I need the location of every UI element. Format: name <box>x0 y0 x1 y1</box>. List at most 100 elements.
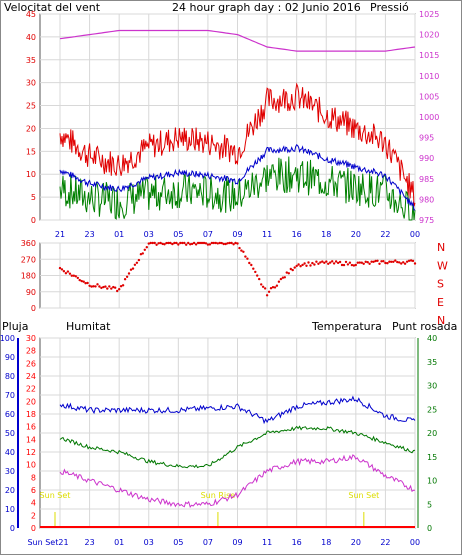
direction-point <box>405 260 409 263</box>
wind-tick-label: 45 <box>26 10 36 19</box>
direction-point <box>277 280 281 283</box>
rain-tick-label: 24 <box>26 372 36 381</box>
direction-point <box>390 260 393 263</box>
direction-point <box>384 261 387 265</box>
rain-tick-label: 26 <box>26 359 36 368</box>
wind-x-tick-label: 22 <box>380 230 390 239</box>
direction-point <box>84 282 87 285</box>
direction-point <box>145 246 148 249</box>
direction-point <box>382 260 385 263</box>
direction-point <box>127 272 131 275</box>
pressure-tick-label: 1000 <box>419 113 439 122</box>
direction-point <box>108 285 111 288</box>
direction-point <box>392 260 395 263</box>
wind-tick-label: 15 <box>26 147 36 156</box>
rain-tick-label: 6 <box>31 486 36 495</box>
direction-point <box>86 281 89 285</box>
wind-panel-plot <box>59 29 416 221</box>
compass-label: N <box>437 314 445 327</box>
rain-tick-label: 8 <box>31 473 36 482</box>
direction-point <box>334 260 338 263</box>
direction-point <box>70 274 74 277</box>
direction-point <box>342 263 346 267</box>
humidity-tick-label: 100 <box>0 334 15 343</box>
temp-panel-x-ticks: Sun Set21 23 01 03 05 07 09 11 16 18 20 22 00 <box>27 538 420 547</box>
rain-tick-label: 2 <box>31 511 36 520</box>
wind-tick-label: 20 <box>26 124 36 133</box>
direction-point <box>155 243 158 246</box>
direction-point <box>185 243 188 246</box>
direction-point <box>374 259 377 263</box>
direction-point <box>94 285 97 288</box>
direction-point <box>139 253 143 256</box>
direction-point <box>291 268 294 272</box>
wind-tick-label: 30 <box>26 79 36 88</box>
wind-low-series <box>59 156 416 221</box>
rain-tick-label: 14 <box>26 435 36 444</box>
direction-point <box>309 264 312 267</box>
direction-point <box>177 243 180 246</box>
direction-point <box>163 243 166 246</box>
wind-axis-ticks: 0 5 10 15 20 25 30 35 40 45 <box>26 10 36 225</box>
direction-point <box>299 265 302 268</box>
direction-point <box>329 261 332 264</box>
direction-point <box>234 241 237 245</box>
direction-point <box>295 264 298 268</box>
direction-point <box>230 241 233 245</box>
direction-point <box>338 260 342 264</box>
direction-point <box>98 285 101 288</box>
direction-point <box>283 276 286 279</box>
direction-tick-label: 180 <box>21 272 36 281</box>
direction-point <box>123 278 127 281</box>
direction-point <box>348 261 352 264</box>
wind-tick-label: 40 <box>26 33 36 42</box>
temp-x-tick-label: 00 <box>410 538 420 547</box>
humidity-tick-label: 80 <box>5 372 15 381</box>
direction-point <box>271 286 275 289</box>
temp-x-tick-label: 01 <box>114 538 124 547</box>
direction-point <box>372 260 375 263</box>
direction-point <box>187 241 190 245</box>
direction-point <box>121 284 125 287</box>
direction-point <box>368 262 371 265</box>
pressure-series <box>59 29 416 52</box>
direction-point <box>78 278 81 282</box>
direction-point <box>202 241 206 245</box>
direction-point <box>319 261 322 264</box>
direction-point <box>267 290 271 293</box>
humidity-tick-label: 70 <box>5 391 15 400</box>
direction-point <box>261 285 265 288</box>
direction-point <box>151 241 154 245</box>
temp-x-tick-label: 20 <box>351 538 361 547</box>
direction-point <box>332 262 336 265</box>
wind-speed-label: Velocitat del vent <box>4 1 101 14</box>
direction-point <box>208 243 212 246</box>
direction-point <box>250 263 253 267</box>
humidity-axis-ticks: 0 10 20 30 40 50 60 70 80 90 100 <box>0 334 19 533</box>
direction-point <box>72 274 76 277</box>
direction-point <box>214 241 217 245</box>
direction-point <box>323 261 326 264</box>
rain-tick-label: 18 <box>26 410 36 419</box>
direction-point <box>165 241 168 245</box>
direction-point <box>362 262 365 265</box>
direction-point <box>358 261 361 264</box>
dewpoint-series <box>59 454 416 508</box>
direction-point <box>242 250 245 253</box>
direction-point <box>409 259 413 262</box>
sunset-label: Sun Rise <box>201 491 236 500</box>
direction-point <box>131 267 135 270</box>
pressure-tick-label: 995 <box>419 134 434 143</box>
direction-point <box>364 260 367 263</box>
direction-point <box>204 242 208 245</box>
wind-x-tick-label: 05 <box>173 230 183 239</box>
direction-point <box>194 243 198 246</box>
direction-point <box>402 261 405 264</box>
temperature-tick-label: 10 <box>427 477 437 486</box>
direction-point <box>125 275 129 278</box>
humidity-tick-label: 50 <box>5 429 15 438</box>
wind-x-tick-label: 03 <box>144 230 154 239</box>
pressure-tick-label: 1010 <box>419 72 439 81</box>
